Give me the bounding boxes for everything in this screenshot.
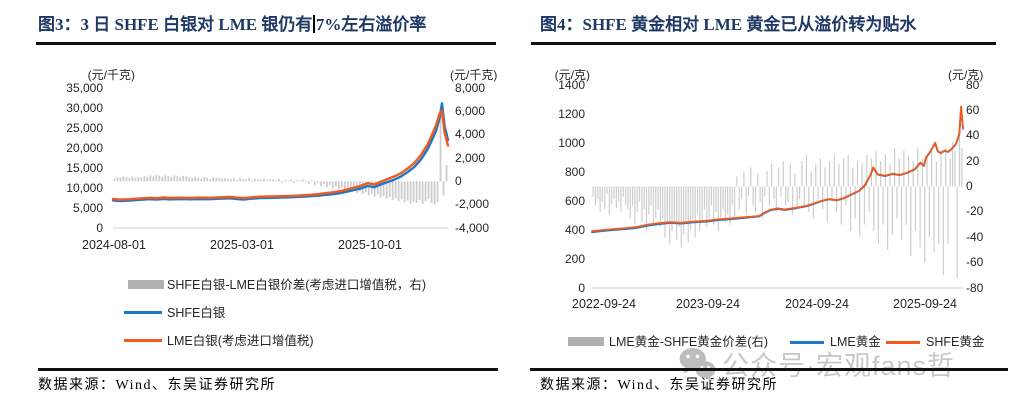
wechat-icon [679,347,716,381]
axis-tick-label: 25,000 [66,120,103,135]
axis-tick-label: -4,000 [455,220,490,235]
axis-tick-label: -20 [966,204,984,219]
figure4-bottom-rule [530,368,1008,371]
axis-tick-label: 800 [564,164,585,179]
figure4-title-rule [531,42,996,45]
legend-label: LME黄金-SHFE黄金价差(右) [609,335,769,349]
axis-tick-label: 0 [966,179,973,193]
figure3-title-text: 图3：3 日 SHFE 白银对 LME 银仍有 [38,15,313,34]
watermark: 公众号·宏观fans哲 [678,344,955,383]
axis-tick-label: -80 [966,280,984,295]
axis-tick-label: -2,000 [455,197,490,212]
figure3-title-text-2: 7%左右溢价率 [315,15,427,34]
axis-tick-label: 2025-09-24 [893,297,957,311]
axis-tick-label: 1400 [558,77,585,92]
axis-tick-label: 0 [455,173,462,188]
figure4-title: 图4：SHFE 黄金相对 LME 黄金已从溢价转为贴水 [540,12,916,38]
legend-label: SHFE黄金 [926,335,985,349]
watermark-text: 公众号·宏观fans哲 [722,351,956,381]
axis-tick-label: 5,000 [72,200,103,215]
gold-right-axis-unit: (元/克) [948,68,984,82]
figure3-title: 图3：3 日 SHFE 白银对 LME 银仍有 7%左右溢价率 [38,12,426,38]
axis-tick-label: 0 [96,220,103,235]
axis-tick-label: 30,000 [66,100,103,115]
axis-tick-label: 35,000 [66,80,103,95]
legend-label: LME黄金 [830,335,881,349]
axis-tick-label: 2025-03-01 [210,238,274,252]
axis-tick-label: 600 [564,193,585,208]
axis-tick-label: 2023-09-24 [676,297,740,311]
axis-tick-label: 2022-09-24 [572,297,636,311]
figure4-title-text: 图4：SHFE 黄金相对 LME 黄金已从溢价转为贴水 [540,15,917,34]
axis-tick-label: 8,000 [455,80,486,95]
silver-left-axis-unit: (元/千克) [87,68,135,82]
axis-tick-label: 60 [966,102,980,117]
axis-tick-label: 10,000 [66,180,103,195]
text-cursor [313,15,315,33]
axis-tick-label: 6,000 [455,103,486,118]
figure3-source: 数据来源：Wind、东吴证券研究所 [38,378,277,393]
gray-bar-swatch [568,337,604,346]
axis-tick-label: -60 [966,255,984,270]
axis-tick-label: 0 [578,280,585,295]
axis-tick-label: 200 [564,251,585,266]
axis-tick-label: 40 [966,128,980,143]
axis-tick-label: 2024-08-01 [82,238,146,252]
gray-bar-swatch [128,280,164,289]
axis-tick-label: 2024-09-24 [785,297,849,311]
legend-label: SHFE白银-LME白银价差(考虑进口增值税，右) [167,278,427,292]
axis-tick-label: -40 [966,229,984,244]
axis-tick-label: 1200 [558,106,585,121]
blue-line-swatch [124,311,162,314]
legend-label: SHFE白银 [167,306,226,320]
axis-tick-label: 20,000 [66,140,103,155]
axis-tick-label: 2,000 [455,150,486,165]
blue-line-swatch [790,341,824,344]
gold-left-axis-unit: (元/克) [554,68,590,82]
orange-line-swatch [886,341,920,344]
figure3-title-rule [36,42,496,45]
axis-tick-label: 20 [966,153,980,168]
axis-tick-label: 400 [564,222,585,237]
legend-label: LME白银(考虑进口增值税) [167,334,314,348]
silver-right-axis-unit: (元/千克) [450,68,498,82]
figure3-bottom-rule [38,368,498,371]
orange-line-swatch [124,339,162,342]
axis-tick-label: 4,000 [455,127,486,142]
axis-tick-label: 1000 [558,135,585,150]
axis-tick-label: 15,000 [66,160,103,175]
figure4-source: 数据来源：Wind、东吴证券研究所 [540,378,779,393]
axis-tick-label: 2025-10-01 [338,238,402,252]
axis-tick-label: 80 [966,77,980,92]
